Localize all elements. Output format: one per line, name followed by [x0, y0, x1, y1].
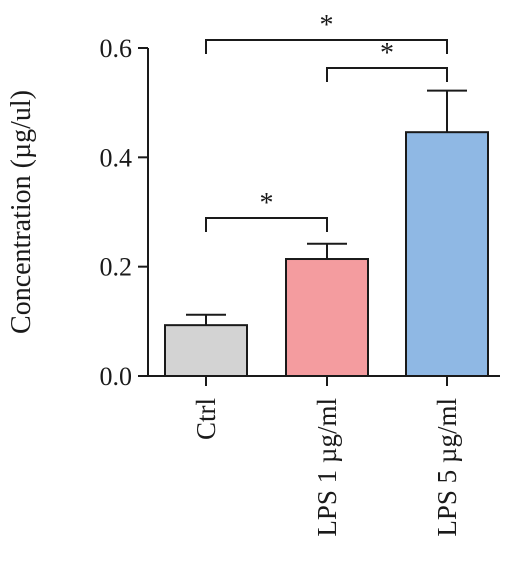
- y-tick-label: 0.6: [100, 34, 133, 63]
- bar-1: [164, 324, 248, 378]
- axes-layer: 0.0 0.2 0.4 0.6 Ctrl LPS 1 µg/ml LPS 5 µg/ml: [100, 34, 500, 537]
- significance-star: *: [380, 38, 394, 69]
- bar-2: [285, 258, 369, 377]
- bracket-line: [326, 67, 448, 82]
- y-tick-label: 0.4: [100, 143, 133, 172]
- error-bar-2: [307, 242, 347, 260]
- x-tick-label: Ctrl: [191, 398, 221, 440]
- y-tick-label: 0.2: [100, 253, 133, 282]
- significance-bracket-3: *: [205, 10, 448, 54]
- x-tick-label: LPS 5 µg/ml: [432, 398, 462, 537]
- significance-star: *: [260, 188, 274, 219]
- y-axis-title: Concentration (µg/ul): [6, 90, 37, 334]
- bar-3: [405, 131, 489, 377]
- error-bar-3: [427, 89, 467, 133]
- x-tick-label: LPS 1 µg/ml: [312, 398, 342, 537]
- significance-star: *: [320, 10, 334, 41]
- error-bars-layer: [186, 89, 467, 326]
- significance-bracket-2: *: [326, 38, 448, 82]
- y-tick-label: 0.0: [100, 362, 133, 391]
- bracket-line: [205, 217, 328, 232]
- significance-layer: * * *: [205, 10, 448, 232]
- bracket-line: [205, 39, 448, 54]
- significance-bracket-1: *: [205, 188, 328, 232]
- error-bar-1: [186, 313, 226, 326]
